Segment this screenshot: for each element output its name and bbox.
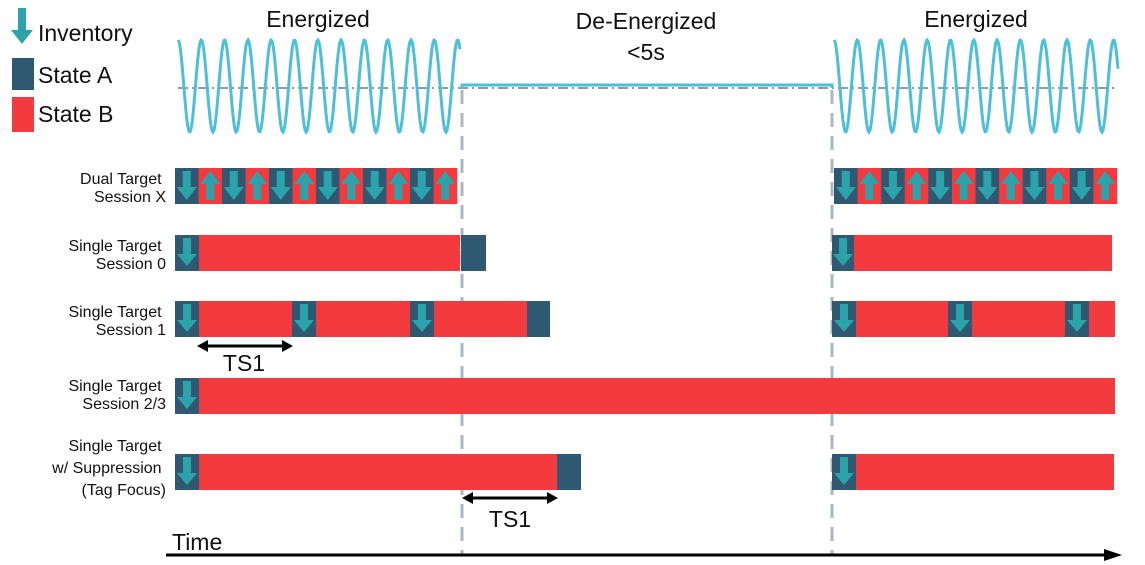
- carrier-waveform-right: [832, 37, 1120, 135]
- dual-target-bar-right: [834, 168, 1118, 204]
- inventory-up-arrow-icon: [906, 171, 927, 200]
- row-label-suppression: Single Target w/ Suppression (Tag Focus): [51, 438, 166, 499]
- inventory-up-arrow-icon: [1095, 171, 1116, 200]
- inventory-up-arrow-icon: [859, 171, 880, 200]
- carrier-waveform-left: [176, 37, 462, 135]
- phase-title-energized-2: Energized: [924, 6, 1028, 32]
- time-axis-label: Time: [172, 529, 222, 555]
- suppression-bar: [175, 454, 1114, 490]
- inventory-up-arrow-icon: [1000, 171, 1021, 200]
- inventory-down-arrow-icon: [882, 171, 903, 200]
- inventory-down-arrow-icon: [977, 171, 998, 200]
- session-1-bar: [175, 301, 1115, 337]
- ts1-interval-session-1: TS1: [197, 340, 293, 376]
- legend-state-b-label: State B: [38, 101, 113, 127]
- phase-title-energized-1: Energized: [266, 6, 370, 32]
- row-label-dual-target-session-x: Dual Target Session X: [80, 171, 166, 206]
- inventory-up-arrow-icon: [247, 171, 268, 200]
- inventory-down-arrow-icon: [1071, 171, 1092, 200]
- inventory-up-arrow-icon: [1048, 171, 1069, 200]
- phase-subtitle-de-energized: <5s: [627, 39, 665, 65]
- inventory-down-arrow-icon: [835, 171, 856, 200]
- row-label-session-0: Single Target Session 0: [68, 238, 166, 273]
- time-axis: Time: [166, 529, 1122, 561]
- inventory-down-arrow-icon: [270, 171, 291, 200]
- session-0-bar: [175, 235, 1112, 271]
- carrier-off-line: [460, 83, 834, 88]
- dual-target-bar-left: [175, 168, 458, 204]
- state-a-swatch: [12, 58, 34, 90]
- ts1-label-2: TS1: [489, 506, 531, 532]
- state-b-swatch: [12, 97, 34, 132]
- legend: Inventory State A State B: [11, 8, 133, 132]
- inventory-up-arrow-icon: [388, 171, 409, 200]
- inventory-down-arrow-icon: [411, 171, 432, 200]
- inventory-down-arrow-icon: [930, 171, 951, 200]
- row-label-session-1: Single Target Session 1: [68, 304, 166, 339]
- inventory-up-arrow-icon: [200, 171, 221, 200]
- inventory-down-arrow-icon: [176, 171, 197, 200]
- legend-inventory-label: Inventory: [38, 20, 133, 46]
- inventory-down-arrow-icon: [364, 171, 385, 200]
- inventory-up-arrow-icon: [435, 171, 456, 200]
- ts1-interval-suppression: TS1: [462, 492, 558, 532]
- row-label-session-2-3: Single Target Session 2/3: [68, 378, 166, 413]
- inventory-legend-icon: [11, 8, 33, 44]
- time-axis-arrowhead: [1104, 549, 1122, 561]
- inventory-up-arrow-icon: [341, 171, 362, 200]
- phase-title-de-energized: De-Energized: [576, 8, 717, 34]
- inventory-down-arrow-icon: [223, 171, 244, 200]
- inventory-up-arrow-icon: [953, 171, 974, 200]
- inventory-down-arrow-icon: [317, 171, 338, 200]
- legend-state-a-label: State A: [38, 62, 113, 88]
- ts1-label: TS1: [223, 350, 265, 376]
- inventory-down-arrow-icon: [1024, 171, 1045, 200]
- session-2-3-bar: [175, 378, 1115, 414]
- inventory-up-arrow-icon: [294, 171, 315, 200]
